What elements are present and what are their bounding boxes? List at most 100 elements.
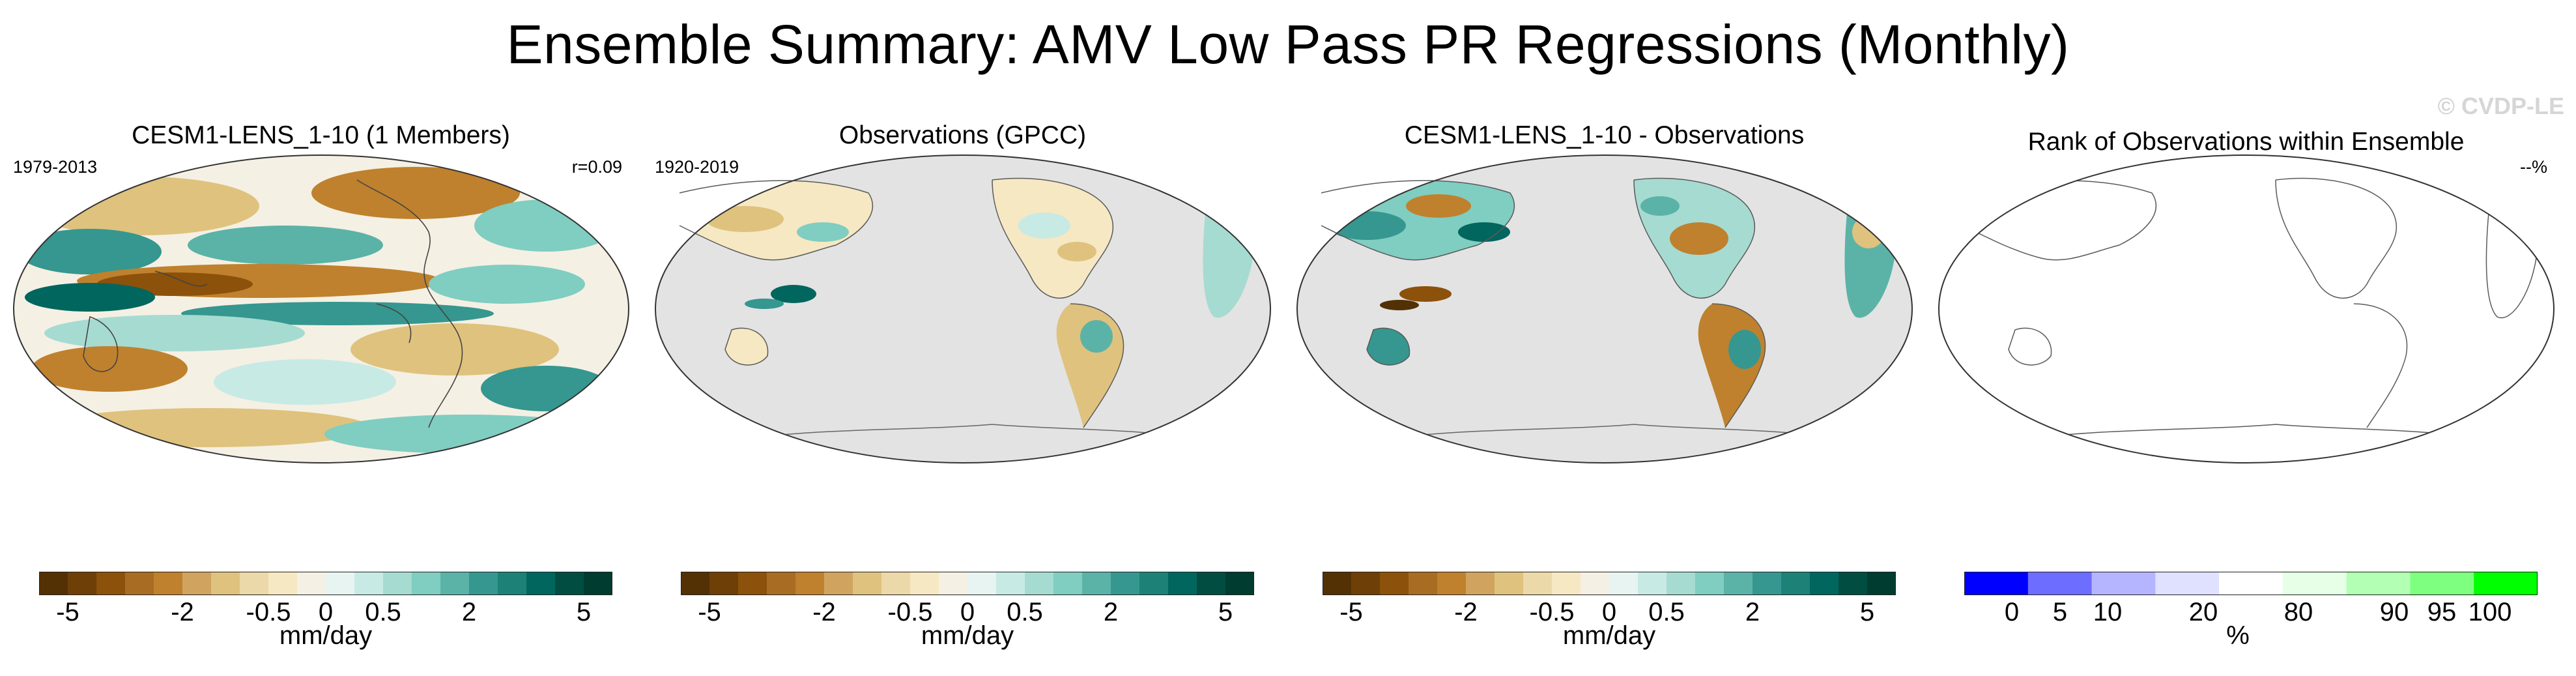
colorbar-swatch <box>268 572 298 595</box>
period-label: 1979-2013 <box>13 157 98 177</box>
colorbar-tick: 2 <box>461 598 477 626</box>
colorbar-swatch <box>2346 572 2411 595</box>
colorbar-tick: -0.5 <box>887 598 933 626</box>
colorbar-tick: 0 <box>960 598 975 626</box>
colorbar-tick: 80 <box>2283 598 2313 626</box>
colorbar-swatch <box>738 572 767 595</box>
colorbar-swatch <box>1495 572 1524 595</box>
watermark: © CVDP-LE <box>2437 93 2564 119</box>
panel-difference: CESM1-LENS_1-10 - Observations <box>1283 0 1925 676</box>
colorbar-tick: 20 <box>2188 598 2218 626</box>
colorbar-tick: 2 <box>1103 598 1119 626</box>
colorbar-swatch <box>498 572 527 595</box>
colorbar-swatch <box>1810 572 1839 595</box>
colorbar-units: mm/day <box>1562 621 1656 650</box>
precip-field <box>14 155 629 463</box>
colorbar <box>39 572 612 595</box>
map-model <box>13 154 629 463</box>
colorbar-swatch <box>1197 572 1226 595</box>
period-label: 1920-2019 <box>655 157 739 177</box>
colorbar-swatch <box>1724 572 1753 595</box>
colorbar-swatch <box>881 572 911 595</box>
colorbar-swatch <box>824 572 853 595</box>
colorbar-swatch <box>939 572 968 595</box>
panel-rank: Rank of Observations within Ensemble --%… <box>1925 0 2567 676</box>
colorbar-swatch <box>96 572 126 595</box>
colorbar-swatch <box>412 572 441 595</box>
colorbar-outline <box>1964 572 2538 595</box>
colorbar-swatch <box>1168 572 1197 595</box>
colorbar-units: mm/day <box>921 621 1014 650</box>
colorbar-tick: -5 <box>56 598 79 626</box>
colorbar-swatch <box>1053 572 1083 595</box>
colorbar-swatch <box>2282 572 2347 595</box>
colorbar-swatch <box>211 572 240 595</box>
colorbar-swatches <box>39 572 612 595</box>
colorbar-swatch <box>681 572 710 595</box>
map-border <box>1296 154 1913 463</box>
colorbar-swatch <box>584 572 612 595</box>
colorbar-tick: 5 <box>2052 598 2068 626</box>
coastlines <box>83 179 463 428</box>
colorbar-tick: 90 <box>2379 598 2409 626</box>
colorbar-swatch <box>2219 572 2283 595</box>
colorbar-swatch <box>1667 572 1696 595</box>
colorbar-tick: -2 <box>1454 598 1478 626</box>
colorbar-swatch <box>182 572 212 595</box>
map-difference <box>1296 154 1913 463</box>
colorbar-swatch <box>297 572 326 595</box>
rank-colorbar-ticks: 0 5 10 20 80 90 95 100 <box>1964 597 2538 630</box>
map-border <box>1938 154 2555 463</box>
colorbar-swatches <box>1964 572 2538 595</box>
colorbar-swatches <box>681 572 1254 595</box>
colorbar-swatch <box>68 572 97 595</box>
colorbar-swatch <box>910 572 939 595</box>
colorbar <box>1323 572 1896 595</box>
colorbar-ticks: -5 -2 -0.5 0 0.5 2 5 <box>1323 597 1896 630</box>
colorbar <box>681 572 1254 595</box>
colorbar-tick: 0 <box>2004 598 2020 626</box>
colorbar-swatch <box>2091 572 2156 595</box>
colorbar-swatch <box>440 572 470 595</box>
colorbar-swatch <box>1111 572 1140 595</box>
colorbar-swatch <box>154 572 183 595</box>
land-precip <box>680 178 1254 428</box>
colorbar-swatch <box>1867 572 1896 595</box>
colorbar-tick: -2 <box>812 598 836 626</box>
colorbar-swatch <box>967 572 997 595</box>
colorbar-swatch <box>1523 572 1553 595</box>
panel-title: CESM1-LENS_1-10 - Observations <box>1404 121 1805 149</box>
rank-percent-label: --% <box>2520 157 2547 177</box>
colorbar-swatch <box>1025 572 1054 595</box>
colorbar-tick: -2 <box>171 598 194 626</box>
correlation-label: r=0.09 <box>571 157 622 177</box>
colorbar-swatch <box>39 572 68 595</box>
rank-colorbar <box>1964 572 2538 595</box>
colorbar-swatch <box>1609 572 1639 595</box>
colorbar-swatch <box>1753 572 1782 595</box>
colorbar-swatch <box>383 572 412 595</box>
colorbar-tick: 5 <box>576 598 592 626</box>
colorbar-swatch <box>1581 572 1610 595</box>
colorbar-swatch <box>767 572 796 595</box>
colorbar-tick: 100 <box>2468 598 2512 626</box>
colorbar-outline <box>681 572 1254 595</box>
colorbar-swatch <box>1139 572 1169 595</box>
colorbar-swatch <box>1638 572 1667 595</box>
colorbar-swatch <box>1839 572 1868 595</box>
colorbar-tick: -5 <box>698 598 721 626</box>
map-observations <box>655 154 1271 463</box>
colorbar-tick: -0.5 <box>246 598 291 626</box>
colorbar-swatch <box>1323 572 1352 595</box>
colorbar-swatch <box>125 572 154 595</box>
colorbar-swatch <box>1695 572 1724 595</box>
figure-title: Ensemble Summary: AMV Low Pass PR Regres… <box>506 14 2070 75</box>
colorbar-swatch <box>1964 572 2029 595</box>
colorbar-swatch <box>2474 572 2538 595</box>
colorbar-ticks: -5 -2 -0.5 0 0.5 2 5 <box>681 597 1254 630</box>
map-rank <box>1938 154 2555 463</box>
colorbar-swatch <box>795 572 825 595</box>
colorbar-units: mm/day <box>279 621 373 650</box>
colorbar-swatch <box>469 572 498 595</box>
coastlines <box>1321 177 1766 428</box>
